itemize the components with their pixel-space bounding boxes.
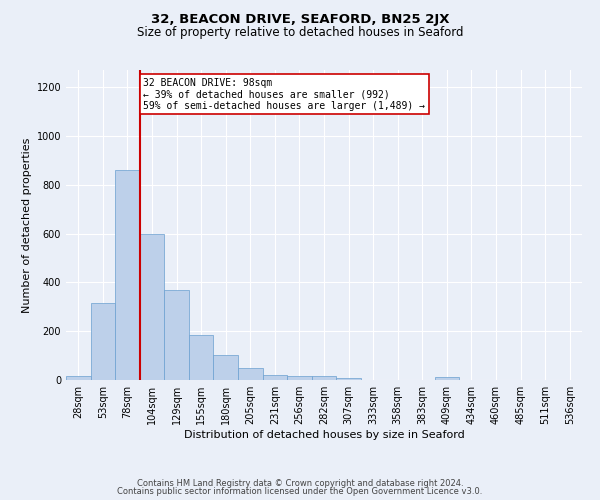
Bar	[189, 335, 214, 380]
Bar	[214, 355, 238, 380]
Text: 32 BEACON DRIVE: 98sqm
← 39% of detached houses are smaller (992)
59% of semi-de: 32 BEACON DRIVE: 98sqm ← 39% of detached…	[143, 78, 425, 111]
Bar	[336, 378, 361, 380]
Bar	[115, 170, 140, 380]
Bar	[312, 376, 336, 380]
Text: Size of property relative to detached houses in Seaford: Size of property relative to detached ho…	[137, 26, 463, 39]
Text: Contains public sector information licensed under the Open Government Licence v3: Contains public sector information licen…	[118, 488, 482, 496]
Text: Contains HM Land Registry data © Crown copyright and database right 2024.: Contains HM Land Registry data © Crown c…	[137, 478, 463, 488]
Bar	[91, 303, 115, 380]
Bar	[263, 374, 287, 380]
Bar	[140, 234, 164, 380]
Bar	[287, 376, 312, 380]
Bar	[238, 368, 263, 380]
Text: 32, BEACON DRIVE, SEAFORD, BN25 2JX: 32, BEACON DRIVE, SEAFORD, BN25 2JX	[151, 12, 449, 26]
Bar	[164, 290, 189, 380]
Bar	[434, 377, 459, 380]
X-axis label: Distribution of detached houses by size in Seaford: Distribution of detached houses by size …	[184, 430, 464, 440]
Y-axis label: Number of detached properties: Number of detached properties	[22, 138, 32, 312]
Bar	[66, 376, 91, 380]
